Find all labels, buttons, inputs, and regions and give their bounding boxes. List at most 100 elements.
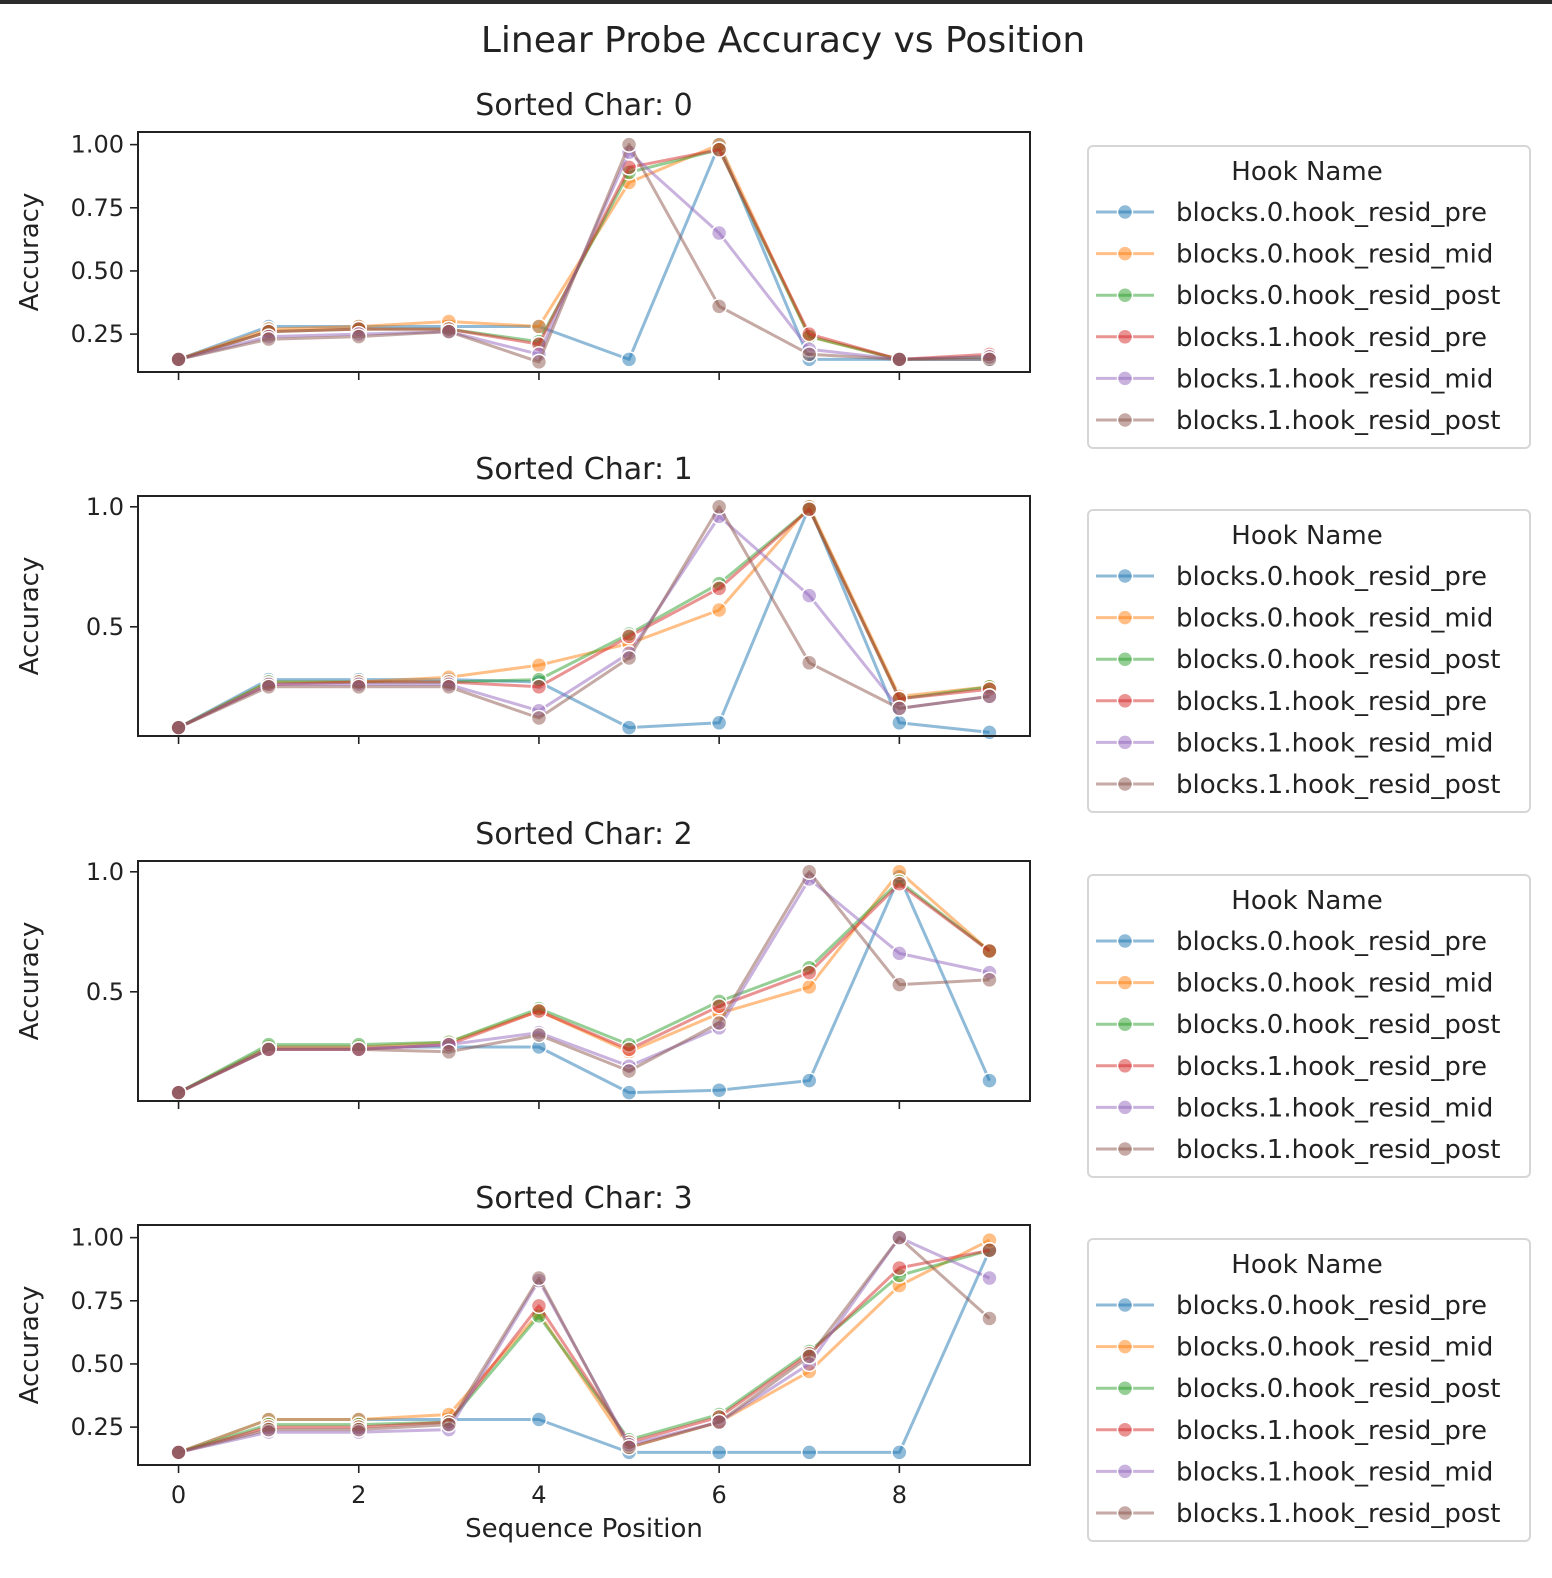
series-point — [891, 700, 908, 717]
legend-entry: blocks.0.hook_resid_mid — [1176, 604, 1493, 634]
legend-swatch-marker — [1116, 692, 1134, 710]
series-point — [981, 1242, 998, 1259]
series-line-0 — [177, 505, 990, 734]
subplot-2: Sorted Char: 2 Accuracy 0.5 1.0 Hook Name blo… — [15, 817, 1531, 1178]
series-point — [530, 656, 548, 674]
x-tick-label: 4 — [531, 1481, 546, 1509]
series-point — [620, 628, 638, 645]
series-point — [801, 1348, 818, 1365]
legend-swatch-marker — [1116, 567, 1134, 585]
series-point — [350, 1421, 367, 1438]
subplot-stack: Sorted Char: 0Accuracy0.250.500.751.00Ho… — [15, 88, 1531, 1544]
legend: Hook Name blocks.0.hook_resid_pre blocks.0… — [1087, 145, 1531, 449]
y-tick-label: 0.75 — [71, 1287, 124, 1315]
legend-box — [1087, 1238, 1531, 1542]
series-point — [710, 298, 728, 315]
legend-swatch-marker — [1116, 203, 1134, 221]
legend-entry: blocks.0.hook_resid_post — [1176, 281, 1501, 311]
axes-frame — [137, 131, 1031, 373]
series-point — [891, 351, 908, 368]
subplot-1: Sorted Char: 1 Accuracy 0.5 1.0 Hook Name blo… — [15, 452, 1531, 813]
series-point — [530, 1026, 548, 1044]
y-tick-label: 1.00 — [71, 1224, 124, 1252]
legend-title: Hook Name — [1231, 521, 1382, 551]
series-point — [981, 1072, 998, 1089]
series-point — [981, 724, 998, 741]
legend-swatch-marker — [1116, 1504, 1134, 1522]
legend-entry: blocks.0.hook_resid_mid — [1176, 240, 1493, 270]
series-point — [891, 875, 908, 893]
series-point — [710, 601, 728, 619]
series-point — [440, 678, 458, 696]
y-tick-label: 1.00 — [71, 131, 124, 159]
series-point — [170, 1444, 187, 1461]
series-point — [710, 498, 728, 516]
series-point — [801, 863, 818, 881]
legend-entry: blocks.0.hook_resid_pre — [1176, 562, 1487, 592]
legend-swatch-marker — [1116, 775, 1134, 793]
legend-title: Hook Name — [1231, 157, 1382, 187]
series-line-3 — [177, 507, 990, 729]
series-point — [440, 1043, 458, 1061]
series-point — [530, 678, 548, 696]
x-axis-label: Sequence Position — [465, 1514, 703, 1544]
legend-swatch-marker — [1116, 609, 1134, 626]
series-point — [801, 325, 818, 343]
series-point — [530, 353, 548, 371]
legend-entry: blocks.0.hook_resid_pre — [1176, 927, 1487, 957]
series-point — [981, 351, 998, 368]
series-point — [801, 1444, 818, 1461]
y-tick-label: 0.75 — [71, 194, 124, 222]
series-point — [891, 714, 908, 732]
series-point — [260, 330, 277, 348]
legend-swatch-marker — [1116, 1099, 1134, 1116]
legend-entry: blocks.1.hook_resid_pre — [1176, 323, 1487, 353]
series-point — [801, 500, 818, 518]
series-point — [710, 1444, 728, 1461]
subplot-title: Sorted Char: 0 — [475, 88, 692, 123]
y-tick-label: 0.25 — [71, 320, 124, 348]
legend-swatch-marker — [1116, 1140, 1134, 1158]
series-point — [530, 1269, 548, 1287]
legend-entry: blocks.1.hook_resid_post — [1176, 770, 1501, 800]
series-line-5 — [178, 143, 990, 364]
legend-title: Hook Name — [1231, 1250, 1382, 1280]
series-point — [530, 1002, 548, 1020]
legend-swatch-marker — [1116, 1463, 1134, 1480]
subplot-title: Sorted Char: 3 — [475, 1181, 692, 1216]
y-tick-label: 0.5 — [86, 613, 124, 641]
series-point — [260, 1421, 277, 1438]
series-point — [891, 1259, 908, 1277]
x-tick-label: 6 — [712, 1481, 727, 1509]
series-point — [891, 945, 908, 962]
series-point — [620, 351, 638, 368]
series-line-2 — [178, 1248, 990, 1454]
legend-swatch-marker — [1116, 1421, 1134, 1439]
series-point — [801, 654, 818, 672]
series-point — [710, 224, 728, 242]
series-line-5 — [177, 505, 990, 729]
series-point — [891, 976, 908, 993]
legend-entry: blocks.0.hook_resid_pre — [1176, 1291, 1487, 1321]
window-top-border — [0, 0, 1552, 4]
series-point — [710, 1014, 728, 1032]
legend-title: Hook Name — [1231, 886, 1382, 916]
legend: Hook Name blocks.0.hook_resid_pre blocks.0… — [1087, 874, 1531, 1178]
y-tick-label: 1.0 — [86, 493, 124, 521]
series-point — [710, 141, 728, 158]
axes-frame — [137, 495, 1031, 737]
series-point — [170, 1084, 187, 1101]
series-point — [170, 719, 187, 736]
series-point — [710, 997, 728, 1015]
series-line-4 — [177, 514, 990, 729]
legend-swatch-marker — [1116, 1057, 1134, 1075]
legend-entry: blocks.0.hook_resid_post — [1176, 1374, 1501, 1404]
series-point — [981, 942, 998, 960]
y-tick-label: 0.50 — [71, 257, 124, 285]
series-line-1 — [177, 505, 990, 729]
legend: Hook Name blocks.0.hook_resid_pre blocks.0… — [1087, 509, 1531, 813]
series-point — [620, 1041, 638, 1058]
legend-swatch-marker — [1116, 932, 1134, 950]
series-point — [801, 978, 818, 996]
